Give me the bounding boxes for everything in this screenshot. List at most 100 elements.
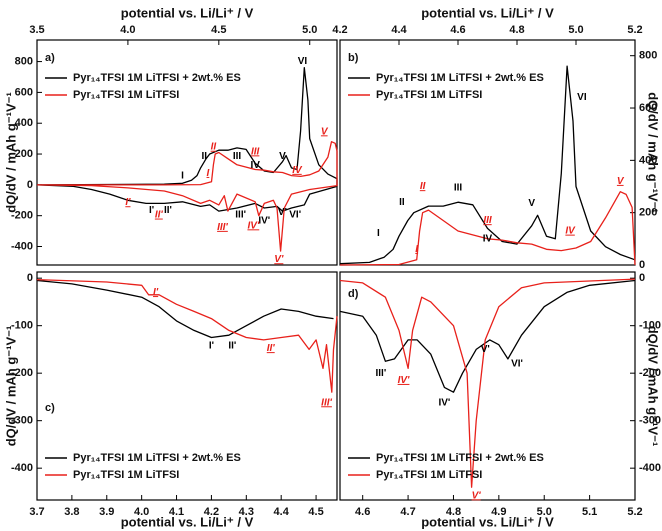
peak-label: III bbox=[251, 146, 260, 157]
x-tick-label: 4.3 bbox=[239, 506, 254, 518]
y-tick-label: -400 bbox=[11, 240, 33, 252]
legend-label: Pyr₁₄TFSI 1M LiTFSI + 2wt.% ES bbox=[73, 72, 241, 84]
y-tick-label: 400 bbox=[639, 154, 657, 166]
peak-label: VI' bbox=[289, 210, 301, 221]
peak-label: I' bbox=[149, 205, 154, 216]
x-tick-label: 4.7 bbox=[400, 506, 415, 518]
y-tick-label: 600 bbox=[15, 86, 33, 98]
y-tick-label: -100 bbox=[11, 320, 33, 332]
legend-label: Pyr₁₄TFSI 1M LiTFSI bbox=[376, 89, 482, 101]
y-tick-label: -200 bbox=[639, 367, 661, 379]
legend-label: Pyr₁₄TFSI 1M LiTFSI + 2wt.% ES bbox=[376, 72, 544, 84]
peak-label: IV' bbox=[258, 216, 270, 227]
x-tick-label: 4.2 bbox=[204, 506, 219, 518]
y-axis-title: dQ/dV / mAh g⁻¹V⁻¹ bbox=[646, 92, 661, 213]
y-tick-label: 200 bbox=[639, 207, 657, 219]
peak-label: V' bbox=[472, 490, 482, 501]
peak-label: III bbox=[233, 151, 242, 162]
peak-label: I bbox=[207, 168, 210, 179]
peak-label: I' bbox=[153, 287, 159, 298]
x-tick-label: 4.9 bbox=[491, 506, 506, 518]
x-tick-label: 5.1 bbox=[582, 506, 597, 518]
x-tick-label: 5.2 bbox=[627, 506, 642, 518]
series-line bbox=[339, 191, 636, 266]
peak-label: V' bbox=[278, 207, 287, 218]
peak-label: IV bbox=[250, 160, 260, 171]
y-tick-label: 200 bbox=[15, 148, 33, 160]
peak-label: I' bbox=[209, 340, 214, 351]
series-line bbox=[36, 141, 338, 252]
x-tick-label: 3.5 bbox=[29, 24, 44, 36]
peak-label: I' bbox=[125, 197, 131, 208]
peak-label: III bbox=[483, 215, 492, 226]
peak-label: II' bbox=[155, 210, 164, 221]
panel: 4.2 4.4 4.6 4.8 5.0 5.2 potential vs. Li/Li⁺ /… bbox=[332, 5, 660, 270]
x-tick-label: 4.5 bbox=[211, 24, 226, 36]
x-tick-label: 4.2 bbox=[332, 24, 347, 36]
peak-label: IV' bbox=[438, 397, 450, 408]
panel: 3.5 4.0 4.5 5.0 potential vs. Li/Li⁺ / V -400… bbox=[3, 5, 338, 266]
peak-label: I bbox=[377, 228, 380, 239]
x-axis-title: potential vs. Li/Li⁺ / V bbox=[121, 5, 254, 20]
y-axis-title: dQ/dV / mAh g⁻¹V⁻¹ bbox=[3, 326, 18, 447]
x-tick-label: 5.0 bbox=[537, 506, 552, 518]
x-axis-title: potential vs. Li/Li⁺ / V bbox=[421, 5, 554, 20]
x-tick-label: 3.9 bbox=[99, 506, 114, 518]
legend-label: Pyr₁₄TFSI 1M LiTFSI + 2wt.% ES bbox=[73, 452, 241, 464]
panel-label: a) bbox=[45, 52, 55, 64]
legend-label: Pyr₁₄TFSI 1M LiTFSI + 2wt.% ES bbox=[376, 452, 544, 464]
peak-label: IV bbox=[483, 233, 493, 244]
peak-label: V bbox=[528, 198, 535, 209]
peak-label: II' bbox=[228, 340, 236, 351]
peak-label: V' bbox=[481, 344, 490, 355]
panel: 4.6 4.7 4.8 4.9 5.0 5.1 5.2 potential vs. Li/Li… bbox=[339, 271, 661, 529]
x-tick-label: 4.8 bbox=[509, 24, 524, 36]
legend-label: Pyr₁₄TFSI 1M LiTFSI bbox=[73, 469, 179, 481]
series-line bbox=[36, 279, 334, 339]
x-tick-label: 3.8 bbox=[64, 506, 79, 518]
plot-frame bbox=[36, 271, 338, 501]
peak-label: I bbox=[181, 170, 184, 181]
y-tick-label: 0 bbox=[27, 179, 33, 191]
y-tick-label: 0 bbox=[639, 259, 645, 271]
peak-label: II bbox=[399, 197, 405, 208]
x-axis-title: potential vs. Li/Li⁺ / V bbox=[421, 514, 554, 529]
peak-label: V bbox=[321, 126, 329, 137]
plot-frame bbox=[339, 39, 636, 266]
peak-label: VI bbox=[577, 92, 587, 103]
x-tick-label: 4.0 bbox=[134, 506, 149, 518]
peak-label: III bbox=[454, 182, 463, 193]
panel-label: c) bbox=[45, 402, 55, 414]
y-axis-title: dQ/dV / mAh g⁻¹V⁻¹ bbox=[3, 92, 18, 213]
x-tick-label: 4.1 bbox=[169, 506, 184, 518]
peak-label: II bbox=[420, 181, 426, 192]
x-axis-title: potential vs. Li/Li⁺ / V bbox=[121, 514, 254, 529]
peak-label: III' bbox=[235, 210, 246, 221]
y-tick-label: -300 bbox=[639, 415, 661, 427]
peak-label: II bbox=[201, 151, 207, 162]
legend-label: Pyr₁₄TFSI 1M LiTFSI bbox=[376, 469, 482, 481]
y-tick-label: -200 bbox=[11, 210, 33, 222]
panel-label: b) bbox=[348, 52, 359, 64]
peak-label: II' bbox=[164, 205, 172, 216]
peak-label: I bbox=[415, 244, 418, 255]
y-tick-label: 800 bbox=[15, 55, 33, 67]
x-tick-label: 4.6 bbox=[450, 24, 465, 36]
y-tick-label: 800 bbox=[639, 50, 657, 62]
peak-label: II bbox=[211, 142, 217, 153]
y-tick-label: -200 bbox=[11, 367, 33, 379]
peak-label: IV' bbox=[398, 375, 410, 386]
peak-label: III' bbox=[375, 368, 386, 379]
y-tick-label: -400 bbox=[11, 462, 33, 474]
y-tick-label: 600 bbox=[639, 102, 657, 114]
peak-label: V' bbox=[274, 254, 284, 265]
series-line bbox=[339, 278, 636, 488]
peak-label: VI bbox=[298, 56, 308, 67]
x-tick-label: 4.4 bbox=[391, 24, 407, 36]
peak-label: IV bbox=[292, 165, 303, 176]
x-tick-label: 3.7 bbox=[29, 506, 44, 518]
peak-label: VI' bbox=[511, 358, 523, 369]
x-tick-label: 5.0 bbox=[568, 24, 583, 36]
x-tick-label: 5.0 bbox=[302, 24, 317, 36]
